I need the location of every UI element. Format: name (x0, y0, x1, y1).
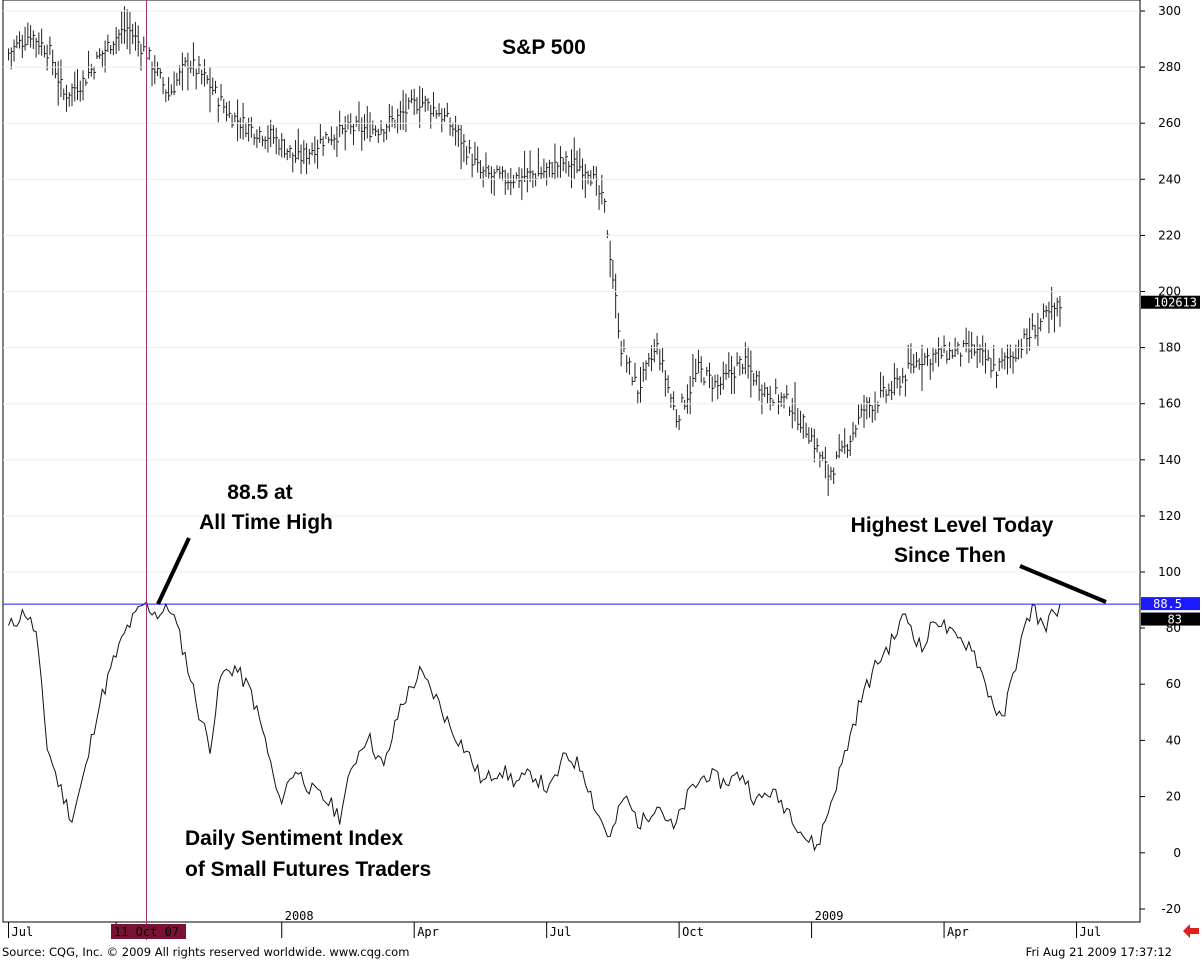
sentiment-tick-label: 60 (1166, 677, 1181, 691)
plot-frame (2, 0, 1141, 923)
sentiment-tick-label: 40 (1166, 733, 1181, 747)
reference-value-tag: 88.5 (1141, 597, 1200, 611)
date-tick-label: Jul (1080, 925, 1102, 939)
sentiment-series (8, 601, 1061, 852)
sentiment-tick-label: 20 (1166, 790, 1181, 804)
scroll-left-arrow-icon[interactable] (1183, 924, 1199, 938)
sentiment-tick-label: 0 (1173, 846, 1181, 860)
sp500-last-value: 102613 (1154, 296, 1197, 310)
sp500-tick-label: 140 (1158, 453, 1181, 467)
sentiment-last-value: 83 (1168, 613, 1182, 627)
sp500-ohlc-bars (8, 6, 1062, 497)
sp500-tick-label: 240 (1158, 172, 1181, 186)
sp500-tick-label: 120 (1158, 509, 1181, 523)
sp500-tick-label: 300 (1158, 4, 1181, 18)
sp500-tick-label: 260 (1158, 116, 1181, 130)
annotation-ath-line2: All Time High (199, 511, 333, 534)
chart-title: S&P 500 (502, 36, 586, 59)
sp500-tick-label: 220 (1158, 228, 1181, 242)
sp500-tick-label: 200 (1158, 285, 1181, 299)
annotation-today-line1: Highest Level Today (851, 514, 1054, 537)
source-credit: Source: CQG, Inc. © 2009 All rights rese… (2, 945, 410, 959)
annotation-today-arrow (1019, 564, 1107, 604)
sentiment-last-value-tag: 83 (1141, 612, 1200, 627)
date-tick-label: Jul (12, 925, 34, 939)
cursor-date-label: 11 Oct 07 (114, 925, 179, 939)
sp500-tick-label: 160 (1158, 397, 1181, 411)
sentiment-line (8, 601, 1061, 852)
annotation-ath-line1: 88.5 at (227, 481, 292, 504)
annotation-today-line2: Since Then (894, 544, 1006, 567)
cursor-date-tag[interactable]: 11 Oct 07 (111, 924, 186, 939)
date-tick-label: Oct (682, 925, 704, 939)
date-tick-label: 2008 (285, 909, 314, 923)
date-tick-label: Apr (947, 925, 969, 939)
sp500-y-axis: 100 120 140 160 180 200 220 240 260 280 300 (3, 4, 1181, 579)
sentiment-tick-label: -20 (1161, 902, 1181, 916)
sp500-tick-label: 280 (1158, 60, 1181, 74)
date-tick-label: 2009 (815, 909, 844, 923)
timestamp: Fri Aug 21 2009 17:37:12 (1025, 945, 1172, 959)
sp500-tick-label: 180 (1158, 341, 1181, 355)
annotation-sentiment-line2: of Small Futures Traders (185, 858, 431, 881)
annotation-ath-arrow (156, 537, 191, 605)
sp500-last-value-tag: 102613 (1141, 295, 1200, 310)
date-tick-label: Apr (417, 925, 439, 939)
annotation-sentiment-line1: Daily Sentiment Index (185, 827, 404, 850)
reference-value: 88.5 (1153, 597, 1182, 611)
sp500-tick-label: 100 (1158, 565, 1181, 579)
date-tick-label: Jul (550, 925, 572, 939)
